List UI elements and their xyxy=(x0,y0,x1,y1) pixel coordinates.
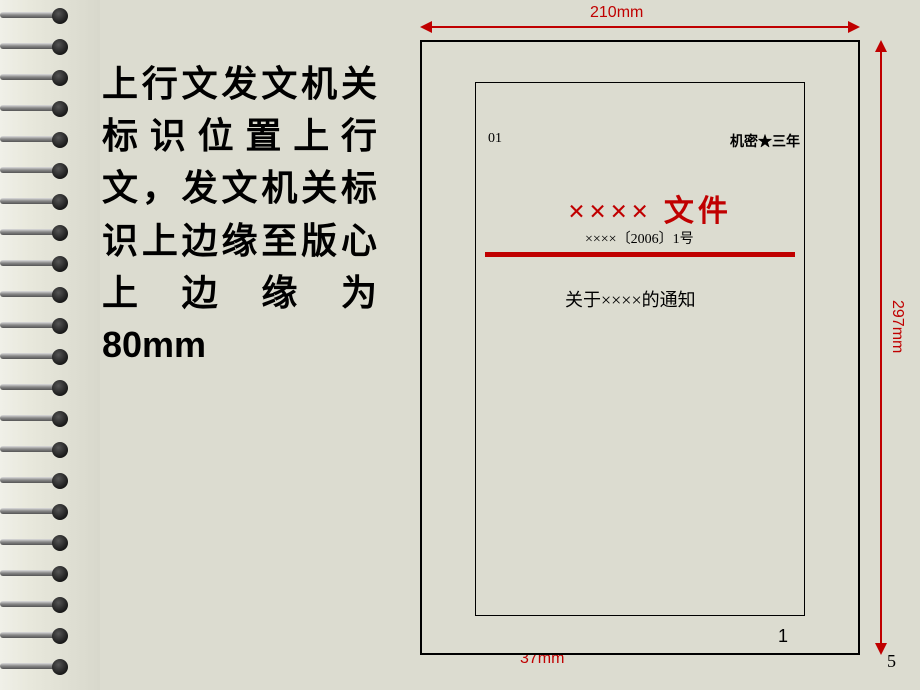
description-text: 上行文发文机关标识位置上行文，发文机关标识上边缘至版心上边缘为 80mm xyxy=(102,58,377,371)
document-title: ×××× 文件 xyxy=(568,186,732,230)
emphasis-value: 80mm xyxy=(102,324,206,365)
separator-rule xyxy=(485,252,795,257)
spiral-ring xyxy=(0,442,100,456)
spiral-ring xyxy=(0,566,100,580)
spiral-ring xyxy=(0,349,100,363)
spiral-ring xyxy=(0,535,100,549)
spiral-ring xyxy=(0,225,100,239)
spiral-ring xyxy=(0,380,100,394)
page-number: 1 xyxy=(778,626,788,647)
spiral-ring xyxy=(0,318,100,332)
page-inner-border xyxy=(475,82,805,616)
spiral-ring xyxy=(0,411,100,425)
spiral-ring xyxy=(0,628,100,642)
spiral-ring xyxy=(0,256,100,270)
width-dimension-label: 210mm xyxy=(590,4,643,22)
classification-text: 机密★三年 xyxy=(730,131,800,151)
slide-number: 5 xyxy=(887,651,896,672)
spiral-ring xyxy=(0,101,100,115)
spiral-binding xyxy=(0,0,100,690)
spiral-ring xyxy=(0,659,100,673)
document-subject: 关于××××的通知 xyxy=(565,286,696,312)
serial-number: 01 xyxy=(488,131,502,147)
height-dimension-label: 297mm xyxy=(888,300,906,353)
document-reference: ××××〔2006〕1号 xyxy=(585,228,694,248)
spiral-ring xyxy=(0,597,100,611)
body-text: 上行文发文机关标识位置上行文，发文机关标识上边缘至版心上边缘为 xyxy=(102,64,377,313)
spiral-ring xyxy=(0,287,100,301)
width-dimension-arrow xyxy=(420,26,860,28)
height-dimension-arrow xyxy=(880,40,882,655)
spiral-ring xyxy=(0,8,100,22)
spiral-ring xyxy=(0,70,100,84)
spiral-ring xyxy=(0,39,100,53)
page-layout-diagram: 210mm 297mm 37mm 117mm 80mm 28mm 37mm 01… xyxy=(390,0,920,690)
spiral-ring xyxy=(0,163,100,177)
spiral-ring xyxy=(0,194,100,208)
spiral-ring xyxy=(0,504,100,518)
spiral-ring xyxy=(0,132,100,146)
spiral-ring xyxy=(0,473,100,487)
